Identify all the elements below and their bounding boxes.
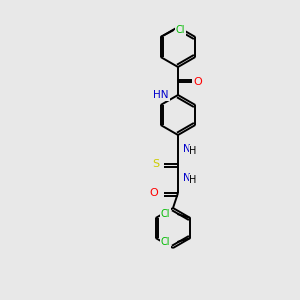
- Text: HN: HN: [154, 90, 169, 100]
- Text: Cl: Cl: [176, 25, 185, 35]
- Text: O: O: [149, 188, 158, 198]
- Text: H: H: [189, 175, 197, 185]
- Text: Cl: Cl: [161, 237, 170, 247]
- Text: N: N: [183, 173, 191, 183]
- Text: S: S: [152, 159, 159, 169]
- Text: Cl: Cl: [161, 209, 170, 219]
- Text: O: O: [194, 77, 202, 87]
- Text: H: H: [189, 146, 197, 156]
- Text: N: N: [183, 144, 191, 154]
